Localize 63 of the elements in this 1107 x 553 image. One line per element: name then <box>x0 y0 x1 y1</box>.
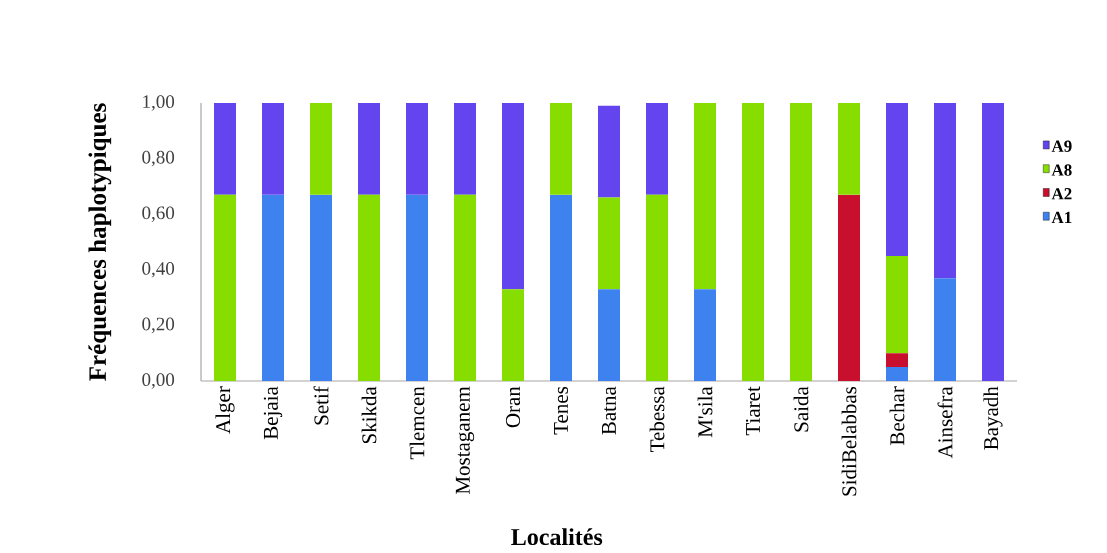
bar <box>982 102 1004 381</box>
y-tick-label: 0,60 <box>142 206 175 222</box>
x-axis-title: Localités <box>511 528 603 546</box>
bar <box>646 102 669 195</box>
bar <box>406 102 429 195</box>
bar <box>886 102 908 256</box>
bar <box>502 102 525 290</box>
legend-label: A8 <box>1051 164 1072 176</box>
bar <box>358 194 381 381</box>
bar <box>646 194 669 381</box>
bar <box>742 102 764 381</box>
bar <box>214 194 237 381</box>
y-tick-label: 0,40 <box>142 262 175 278</box>
bar <box>502 289 525 381</box>
bar <box>310 194 333 381</box>
x-tick-label: Skikda <box>361 386 377 444</box>
legend-label: A2 <box>1051 188 1072 200</box>
y-tick-label: 0,80 <box>142 150 175 167</box>
bar <box>886 255 908 354</box>
legend-label: A9 <box>1051 140 1072 152</box>
x-tick-label: Bejaia <box>263 386 283 440</box>
bar <box>550 194 573 381</box>
y-tick-label: 0,00 <box>142 373 175 389</box>
x-tick-label: Oran <box>505 386 521 428</box>
bar <box>934 278 956 381</box>
x-tick-label: Ainsefra <box>937 386 953 459</box>
x-tick-label: Tiaret <box>745 386 761 436</box>
bar <box>598 105 620 198</box>
bar <box>262 194 285 381</box>
x-tick-label: Tlemcen <box>409 386 425 460</box>
x-tick-label: Tebessa <box>649 386 665 452</box>
bar <box>454 194 477 381</box>
bar <box>310 102 333 195</box>
bar <box>838 194 860 381</box>
x-tick-label: M'sila <box>697 386 713 438</box>
x-tick-label: Bechar <box>889 386 905 446</box>
bar <box>358 102 381 195</box>
y-tick-label: 0,20 <box>142 317 175 334</box>
bar <box>214 102 237 195</box>
bar <box>262 102 285 195</box>
x-tick-label: Saida <box>793 386 809 432</box>
bar <box>598 289 620 381</box>
x-tick-label: SidiBelabbas <box>841 386 857 496</box>
bar <box>886 353 908 368</box>
bar <box>694 102 717 290</box>
x-tick-label: Setif <box>313 386 329 425</box>
bar <box>550 102 573 195</box>
bar <box>790 102 812 381</box>
bar <box>934 102 956 279</box>
x-tick-label: Mostaganem <box>455 386 475 495</box>
bar <box>598 197 620 290</box>
bar <box>694 289 717 381</box>
bar <box>406 194 429 381</box>
x-tick-label: Tenes <box>554 386 568 435</box>
x-tick-label: Bayadh <box>983 386 1003 450</box>
bar <box>886 367 908 381</box>
x-tick-label: Alger <box>215 386 235 434</box>
y-tick-label: 1,00 <box>143 95 175 111</box>
bar <box>838 102 860 195</box>
x-tick-label: Batna <box>602 386 616 435</box>
bar <box>454 102 477 195</box>
legend-label: A1 <box>1051 211 1072 224</box>
y-axis-title: Fréquences haplotypiques <box>88 103 112 381</box>
